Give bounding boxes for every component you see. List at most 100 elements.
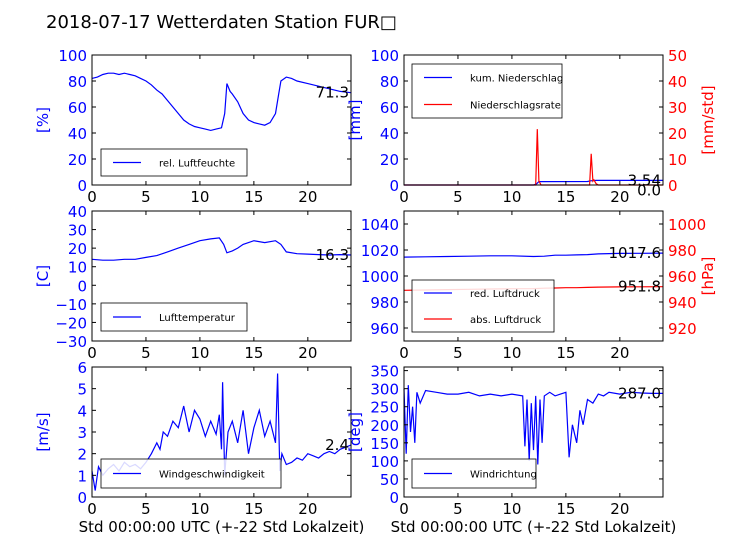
- x-tick-label: 0: [87, 188, 97, 206]
- y-tick-label: 0: [77, 177, 87, 195]
- y-tick-label: 80: [68, 73, 87, 91]
- y2-tick-label: 10: [668, 151, 687, 169]
- legend-label: Windgeschwindigkeit: [159, 470, 265, 481]
- x-tick-label: 15: [556, 344, 575, 362]
- x-tick-label: 10: [190, 188, 209, 206]
- y-tick-label: 0: [77, 277, 87, 295]
- x-tick-label: 15: [244, 188, 263, 206]
- series-line-humidity-0: [91, 72, 352, 132]
- legend-label: abs. Luftdruck: [470, 315, 541, 326]
- x-tick-label: 10: [190, 500, 209, 518]
- last-value-label: 71.3: [316, 84, 349, 102]
- y-tick-label: 4: [77, 402, 87, 420]
- y2-tick-label: 980: [668, 242, 697, 260]
- x-tick-label: 15: [244, 344, 263, 362]
- x-tick-label: 20: [298, 344, 317, 362]
- x-tick-label: 5: [141, 188, 151, 206]
- y-tick-label: 50: [380, 471, 399, 489]
- last-value-label: 16.3: [316, 246, 349, 264]
- legend-label: rel. Luftfeuchte: [159, 159, 235, 170]
- plot-frame: [91, 54, 352, 186]
- y-tick-label: 60: [380, 99, 399, 117]
- x-tick-label: 15: [244, 500, 263, 518]
- y-tick-label: 0: [389, 489, 399, 507]
- y-tick-label: 980: [370, 294, 399, 312]
- plot-frame: [91, 210, 352, 342]
- y-tick-label: 2: [77, 446, 87, 464]
- y-tick-label: 6: [77, 359, 87, 377]
- y-tick-label: 0: [77, 489, 87, 507]
- y2-tick-label: 920: [668, 320, 697, 338]
- x-tick-label: 0: [399, 188, 409, 206]
- y-tick-label: 1040: [361, 216, 399, 234]
- y-tick-label: 40: [68, 203, 87, 221]
- x-tick-label: 10: [502, 188, 521, 206]
- x-tick-label: 5: [453, 500, 463, 518]
- y-axis-label: [mm]: [346, 100, 364, 141]
- y-tick-label: 20: [68, 240, 87, 258]
- y-tick-label: 100: [370, 47, 399, 65]
- y2-tick-label: 30: [668, 99, 687, 117]
- y-tick-label: 300: [370, 381, 399, 399]
- y-tick-label: 100: [370, 453, 399, 471]
- x-tick-label: 20: [610, 344, 629, 362]
- y2-axis-label: [mm/std]: [699, 85, 717, 154]
- y2-tick-label: 940: [668, 294, 697, 312]
- series-line-precip-0: [404, 179, 663, 186]
- last-value-label: 1017.6: [609, 244, 662, 262]
- x-tick-label: 15: [556, 500, 575, 518]
- page-title: 2018-07-17 Wetterdaten Station FUR□: [46, 12, 397, 33]
- y-tick-label: −30: [55, 333, 87, 351]
- x-tick-label: 0: [399, 500, 409, 518]
- y-tick-label: 40: [380, 125, 399, 143]
- y-axis-label: [deg]: [346, 412, 364, 452]
- legend-label: kum. Niederschlag: [470, 74, 563, 85]
- last-value-label-2: 0.0: [637, 181, 661, 199]
- x-axis-label: Std 00:00:00 UTC (+-22 Std Lokalzeit): [391, 518, 677, 536]
- y2-tick-label: 40: [668, 73, 687, 91]
- x-tick-label: 20: [610, 500, 629, 518]
- legend-label: Niederschlagsrate: [470, 101, 561, 112]
- x-tick-label: 5: [141, 344, 151, 362]
- y2-tick-label: 0: [668, 177, 678, 195]
- y-tick-label: 20: [380, 151, 399, 169]
- y-tick-label: 3: [77, 424, 87, 442]
- x-tick-label: 10: [502, 500, 521, 518]
- y-tick-label: 5: [77, 381, 87, 399]
- y-tick-label: −20: [55, 314, 87, 332]
- legend-box: [411, 279, 555, 333]
- y-tick-label: 80: [380, 73, 399, 91]
- y-tick-label: 30: [68, 222, 87, 240]
- x-tick-label: 0: [399, 344, 409, 362]
- y-tick-label: 150: [370, 435, 399, 453]
- y-tick-label: 350: [370, 363, 399, 381]
- y2-axis-label: [hPa]: [699, 257, 717, 296]
- plot-frame: [403, 366, 664, 498]
- x-axis-label: Std 00:00:00 UTC (+-22 Std Lokalzeit): [79, 518, 365, 536]
- y-axis-label: [m/s]: [34, 412, 52, 451]
- chart-wind-direction: [403, 366, 664, 498]
- x-tick-label: 10: [502, 344, 521, 362]
- y-tick-label: 250: [370, 399, 399, 417]
- y2-tick-label: 1000: [668, 216, 706, 234]
- y2-tick-label: 20: [668, 125, 687, 143]
- last-value-label: 3.54: [628, 171, 661, 189]
- y-tick-label: 100: [58, 47, 87, 65]
- chart-humidity: [91, 54, 352, 186]
- x-tick-label: 20: [610, 188, 629, 206]
- y-tick-label: 10: [68, 259, 87, 277]
- series-line-temperature-0: [91, 237, 352, 261]
- y-tick-label: 200: [370, 417, 399, 435]
- y2-tick-label: 50: [668, 47, 687, 65]
- legend-label: Windrichtung: [470, 470, 537, 481]
- plot-frame: [403, 54, 664, 186]
- legend-label: Lufttemperatur: [159, 313, 236, 324]
- chart-wind-speed: [91, 366, 352, 498]
- x-tick-label: 20: [298, 188, 317, 206]
- x-tick-label: 15: [556, 188, 575, 206]
- series-line-precip-1: [404, 129, 663, 186]
- chart-temperature: [91, 210, 352, 342]
- x-tick-label: 10: [190, 344, 209, 362]
- x-tick-label: 5: [141, 500, 151, 518]
